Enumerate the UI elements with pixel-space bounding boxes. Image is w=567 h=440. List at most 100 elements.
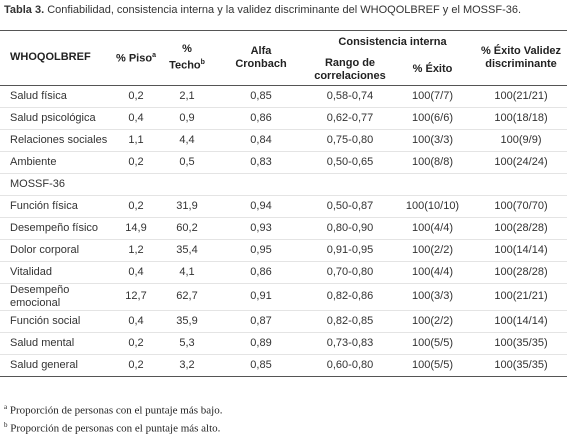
table-cell: 100(2/2) [390,239,476,262]
table-cell: 14,9 [110,217,162,240]
table-row: MOSSF-36 [0,173,567,196]
header-cell: Rango de correlaciones [314,56,386,82]
table-cell: 0,70-0,80 [310,261,390,284]
table-cell: 0,80-0,90 [310,217,390,240]
table-title: Tabla 3. Confiabilidad, consistencia int… [4,4,521,16]
table-cell: 0,4 [110,261,162,284]
table-cell: 100(28/28) [475,217,567,240]
table-cell: 62,7 [162,283,212,311]
row-label: Vitalidad [0,261,110,284]
table-cell: 1,2 [110,239,162,262]
header-cell: % Éxito Validez discriminante [480,44,562,70]
table-cell: 0,2 [110,151,162,174]
table-row: Vitalidad 0,4 4,1 0,86 0,70-0,80 100(4/4) 100(… [0,261,567,284]
table-cell: 0,9 [162,107,212,130]
table-row: Ambiente 0,2 0,5 0,83 0,50-0,65 100(8/8) 100(2… [0,151,567,174]
table-cell: 100(8/8) [390,151,476,174]
footnote: b Proporción de personas con el puntaje … [4,421,220,435]
table-cell: 0,2 [110,195,162,218]
header-cell: % Éxito [412,63,453,75]
table-row: Desempeño emocional 12,7 62,7 0,91 0,82-0,86… [0,283,567,311]
table-cell: 0,87 [212,310,310,333]
header-cell: WHOQOLBREF [10,51,91,64]
table-cell: 100(21/21) [475,85,567,108]
row-label: Salud general [0,354,110,377]
table-cell: 12,7 [110,283,162,311]
table-cell: 100(2/2) [390,310,476,333]
table-row: Desempeño físico 14,9 60,2 0,93 0,80-0,90 100… [0,217,567,240]
header-mark: b [200,58,205,66]
table-cell: 100(3/3) [390,129,476,152]
table-cell: 0,91 [212,283,310,311]
table-cell: 0,83 [212,151,310,174]
row-label: Relaciones sociales [0,129,110,152]
table-cell: 100(4/4) [390,261,476,284]
table-row: Salud física 0,2 2,1 0,85 0,58-0,74 100(7/7) 1… [0,85,567,108]
table-cell: 60,2 [162,217,212,240]
row-label: Función física [0,195,110,218]
table-cell: 31,9 [162,195,212,218]
table-cell: 100(70/70) [475,195,567,218]
table-cell: 100(14/14) [475,310,567,333]
table-cell: 0,86 [212,261,310,284]
table-cell: 2,1 [162,85,212,108]
table-row: Salud general 0,2 3,2 0,85 0,60-0,80 100(5/5)… [0,354,567,377]
table-row: Dolor corporal 1,2 35,4 0,95 0,91-0,95 100(2/… [0,239,567,262]
header-cell: % Pisoa [110,31,162,86]
row-label: Dolor corporal [0,239,110,262]
table: WHOQOLBREF % Pisoa % Techob Alfa Cronbac… [0,30,567,377]
table-cell: 0,4 [110,107,162,130]
footnote-text: Proporción de personas con el puntaje má… [9,404,223,417]
table-cell: 100(4/4) [390,217,476,240]
table-cell: 0,2 [110,332,162,355]
table-cell: 100(21/21) [475,283,567,311]
table-cell: 0,82-0,85 [310,310,390,333]
header-text: % Piso [116,53,153,66]
title-label: Tabla 3. [4,4,45,16]
table-cell: 4,4 [162,129,212,152]
table-cell: 100(24/24) [475,151,567,174]
table-cell: 0,4 [110,310,162,333]
header-text: % Techo [169,42,201,72]
row-label: Salud mental [0,332,110,355]
footnote: a Proporción de personas con el puntaje … [4,403,222,417]
table-cell: 0,94 [212,195,310,218]
table-cell: 1,1 [110,129,162,152]
table-cell: 0,84 [212,129,310,152]
table-cell: 0,58-0,74 [310,85,390,108]
row-label: Desempeño físico [0,217,110,240]
table-cell: 0,60-0,80 [310,354,390,377]
table-cell: 0,91-0,95 [310,239,390,262]
table-cell: 100(5/5) [390,332,476,355]
row-label: Ambiente [0,151,110,174]
table-cell: 100(14/14) [475,239,567,262]
table-cell: 100(7/7) [390,85,476,108]
row-label: Función social [0,310,110,333]
table-cell: 100(9/9) [475,129,567,152]
table-cell: 0,50-0,87 [310,195,390,218]
table-cell: 0,5 [162,151,212,174]
table-cell: 0,2 [110,85,162,108]
table-cell: 100(3/3) [390,283,476,311]
table-cell: 100(5/5) [390,354,476,377]
table-cell: 0,73-0,83 [310,332,390,355]
table-cell: 0,75-0,80 [310,129,390,152]
header-group: Consistencia interna [338,36,447,49]
row-label: Salud física [0,85,110,108]
table-cell: 35,4 [162,239,212,262]
table-body: Salud física 0,2 2,1 0,85 0,58-0,74 100(7/7) 1… [0,85,567,377]
row-label: Desempeño emocional [0,283,110,311]
table-cell: 0,85 [212,85,310,108]
header-mark: a [152,52,156,60]
table-row: Función física 0,2 31,9 0,94 0,50-0,87 100(10… [0,195,567,218]
table-row: Relaciones sociales 1,1 4,4 0,84 0,75-0,80 10… [0,129,567,152]
table-cell: 0,82-0,86 [310,283,390,311]
table-cell: 4,1 [162,261,212,284]
table-cell: 100(18/18) [475,107,567,130]
table-cell: 0,2 [110,354,162,377]
table-cell: 0,93 [212,217,310,240]
row-label: MOSSF-36 [0,173,567,196]
footnote-text: Proporción de personas con el puntaje má… [10,422,221,435]
table-cell: 100(35/35) [475,332,567,355]
